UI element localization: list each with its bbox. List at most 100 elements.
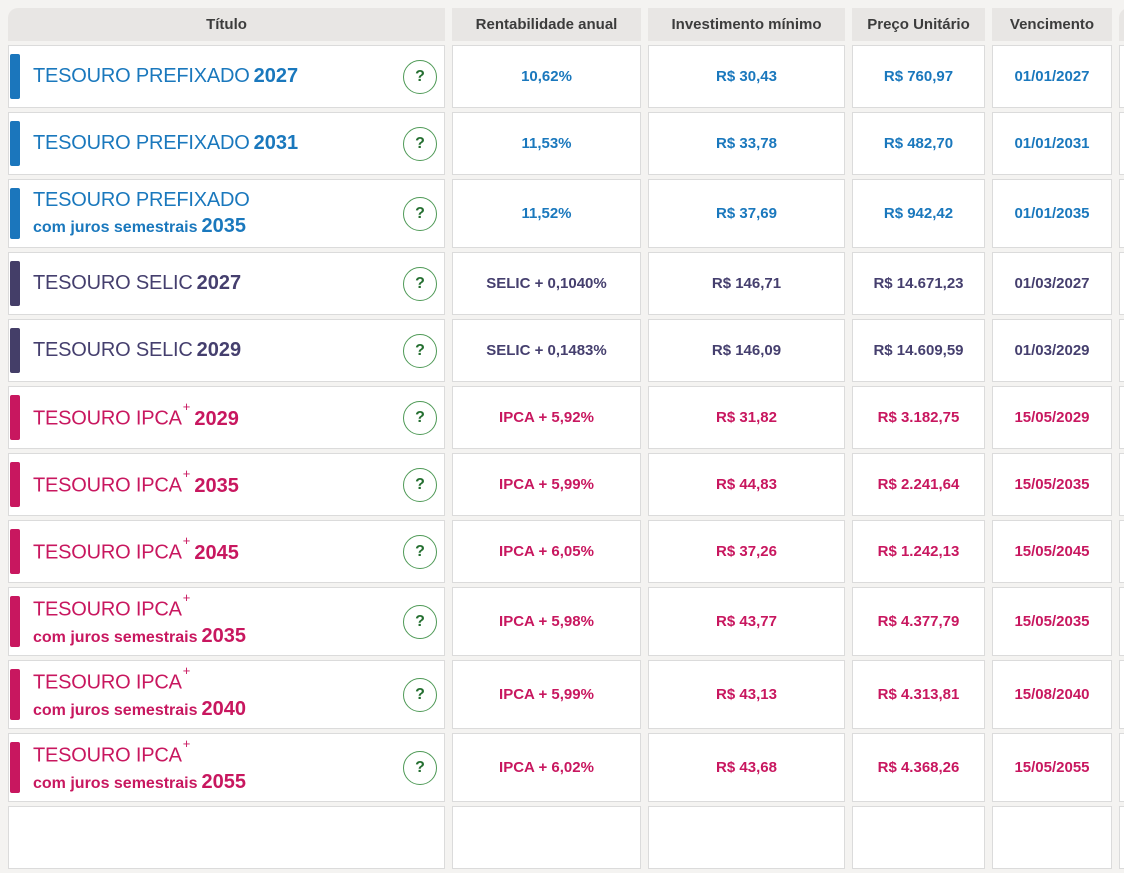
unit-price-value: R$ 14.609,59 xyxy=(873,342,964,359)
maturity-cell: 15/05/2035 xyxy=(992,453,1112,516)
category-color-bar xyxy=(10,596,20,647)
help-icon[interactable]: ? xyxy=(403,534,437,569)
bond-title: TESOURO IPCA+ com juros semestrais 2055 xyxy=(33,736,246,796)
unit-price-cell: R$ 4.377,79 xyxy=(852,587,985,656)
bond-title-line1: TESOURO IPCA+ xyxy=(33,590,246,623)
bond-title-cell: TESOURO IPCA+2029? xyxy=(8,386,445,449)
column-header-rentabilidade: Rentabilidade anual xyxy=(452,8,641,41)
bond-row[interactable]: TESOURO PREFIXADO com juros semestrais 203… xyxy=(8,179,1124,248)
help-icon[interactable]: ? xyxy=(403,677,437,712)
next-column-cutoff-cell xyxy=(1119,319,1124,382)
help-icon[interactable]: ? xyxy=(403,467,437,502)
bond-row[interactable]: TESOURO IPCA+2035? IPCA + 5,99% R$ 44,83 R$… xyxy=(8,453,1124,516)
bond-row[interactable]: TESOURO IPCA+ com juros semestrais 2055? IP… xyxy=(8,733,1124,802)
bond-title: TESOURO PREFIXADO com juros semestrais 203… xyxy=(33,188,250,240)
bond-title-line1: TESOURO PREFIXADO xyxy=(33,188,250,214)
bond-name: TESOURO IPCA xyxy=(33,671,182,694)
help-icon[interactable]: ? xyxy=(403,333,437,368)
bond-year: 2035 xyxy=(201,214,247,237)
bond-title-line1: TESOURO SELIC 2029 xyxy=(33,338,241,364)
category-color-bar xyxy=(10,121,20,166)
maturity-value: 15/05/2029 xyxy=(1014,409,1090,426)
superscript-plus: + xyxy=(182,590,191,606)
bond-row[interactable]: TESOURO SELIC 2027? SELIC + 0,1040% R$ 146,… xyxy=(8,252,1124,315)
bond-title-line1: TESOURO IPCA+ xyxy=(33,736,246,769)
help-icon[interactable]: ? xyxy=(403,59,437,94)
bond-name: TESOURO IPCA xyxy=(33,407,182,430)
unit-price-cell: R$ 4.313,81 xyxy=(852,660,985,729)
help-icon[interactable]: ? xyxy=(403,750,437,785)
superscript-plus: + xyxy=(182,399,191,415)
bond-name: TESOURO PREFIXADO xyxy=(33,188,250,211)
unit-price-value: R$ 4.377,79 xyxy=(877,613,960,630)
bond-title-cell: TESOURO IPCA+ com juros semestrais 2040? xyxy=(8,660,445,729)
category-color-bar xyxy=(10,261,20,306)
bond-title: TESOURO PREFIXADO 2027 xyxy=(33,64,298,90)
maturity-cell: 15/05/2035 xyxy=(992,587,1112,656)
bond-subtitle: com juros semestrais xyxy=(33,701,198,719)
bond-row[interactable]: TESOURO IPCA+ com juros semestrais 2040? IP… xyxy=(8,660,1124,729)
bond-year: 2035 xyxy=(201,624,247,647)
bond-title: TESOURO PREFIXADO 2031 xyxy=(33,131,298,157)
help-icon[interactable]: ? xyxy=(403,196,437,231)
maturity-cell: 15/05/2045 xyxy=(992,520,1112,583)
bond-row[interactable]: TESOURO IPCA+ com juros semestrais 2035? IP… xyxy=(8,587,1124,656)
min-investment-value: R$ 37,26 xyxy=(716,543,777,560)
rate-cell: IPCA + 5,92% xyxy=(452,386,641,449)
superscript-plus: + xyxy=(182,466,191,482)
rate-value: SELIC + 0,1040% xyxy=(486,275,607,292)
bond-subtitle: com juros semestrais xyxy=(33,218,198,236)
cutoff-cell xyxy=(852,806,985,869)
superscript-plus: + xyxy=(182,533,191,549)
bond-title-cell: TESOURO IPCA+ com juros semestrais 2055? xyxy=(8,733,445,802)
help-icon[interactable]: ? xyxy=(403,604,437,639)
category-color-bar xyxy=(10,395,20,440)
unit-price-value: R$ 3.182,75 xyxy=(877,409,960,426)
min-investment-cell: R$ 30,43 xyxy=(648,45,845,108)
cutoff-cell xyxy=(992,806,1112,869)
bond-row[interactable]: TESOURO IPCA+2029? IPCA + 5,92% R$ 31,82 R$… xyxy=(8,386,1124,449)
maturity-value: 15/08/2040 xyxy=(1014,686,1090,703)
bond-row[interactable]: TESOURO SELIC 2029? SELIC + 0,1483% R$ 146,… xyxy=(8,319,1124,382)
next-column-cutoff-cell xyxy=(1119,733,1124,802)
maturity-value: 01/01/2027 xyxy=(1014,68,1090,85)
min-investment-cell: R$ 33,78 xyxy=(648,112,845,175)
min-investment-cell: R$ 146,09 xyxy=(648,319,845,382)
bond-year: 2029 xyxy=(194,407,239,430)
maturity-cell: 01/03/2029 xyxy=(992,319,1112,382)
category-color-bar xyxy=(10,669,20,720)
bond-title: TESOURO IPCA+2029 xyxy=(33,399,239,432)
cutoff-cell xyxy=(1119,806,1124,869)
rate-cell: IPCA + 5,99% xyxy=(452,453,641,516)
bond-row[interactable]: TESOURO PREFIXADO 2031? 11,53% R$ 33,78 R$ 4… xyxy=(8,112,1124,175)
min-investment-value: R$ 30,43 xyxy=(716,68,777,85)
bond-title-line2: com juros semestrais 2055 xyxy=(33,770,246,796)
bond-year: 2045 xyxy=(194,541,239,564)
rate-cell: IPCA + 6,02% xyxy=(452,733,641,802)
help-icon[interactable]: ? xyxy=(403,266,437,301)
bond-name: TESOURO PREFIXADO xyxy=(33,131,250,154)
bond-row[interactable]: TESOURO IPCA+2045? IPCA + 6,05% R$ 37,26 R$… xyxy=(8,520,1124,583)
superscript-plus: + xyxy=(182,663,191,679)
category-color-bar xyxy=(10,54,20,99)
unit-price-value: R$ 2.241,64 xyxy=(877,476,960,493)
column-header-preco-unitario: Preço Unitário xyxy=(852,8,985,41)
help-icon[interactable]: ? xyxy=(403,126,437,161)
superscript-plus: + xyxy=(182,736,191,752)
bond-title-cell: TESOURO PREFIXADO com juros semestrais 203… xyxy=(8,179,445,248)
next-column-cutoff-cell xyxy=(1119,587,1124,656)
maturity-value: 01/03/2029 xyxy=(1014,342,1090,359)
min-investment-cell: R$ 37,26 xyxy=(648,520,845,583)
unit-price-cell: R$ 1.242,13 xyxy=(852,520,985,583)
min-investment-cell: R$ 43,68 xyxy=(648,733,845,802)
bond-row[interactable]: TESOURO PREFIXADO 2027? 10,62% R$ 30,43 R$ 7… xyxy=(8,45,1124,108)
min-investment-cell: R$ 43,13 xyxy=(648,660,845,729)
maturity-value: 15/05/2055 xyxy=(1014,759,1090,776)
maturity-value: 15/05/2035 xyxy=(1014,476,1090,493)
next-column-cutoff-cell xyxy=(1119,520,1124,583)
bond-title-cell: TESOURO IPCA+2035? xyxy=(8,453,445,516)
maturity-cell: 15/05/2029 xyxy=(992,386,1112,449)
min-investment-cell: R$ 31,82 xyxy=(648,386,845,449)
help-icon[interactable]: ? xyxy=(403,400,437,435)
bond-year: 2029 xyxy=(196,338,242,361)
